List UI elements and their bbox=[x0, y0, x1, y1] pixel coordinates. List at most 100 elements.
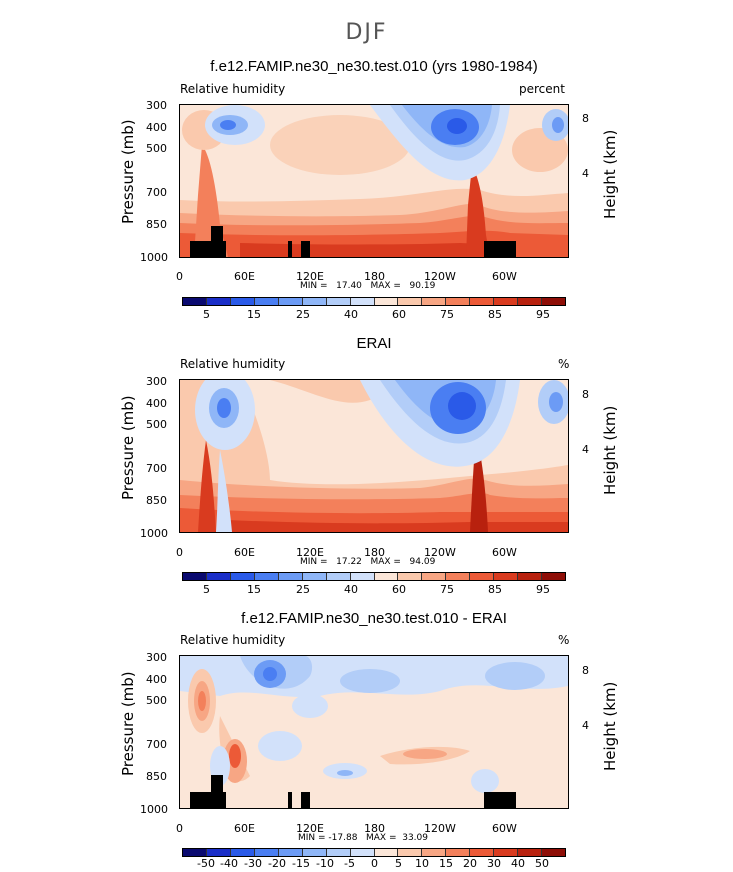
panel1-ylabel: Pressure (mb) bbox=[119, 119, 137, 224]
panel1-minmax: MIN = 17.40 MAX = 90.19 bbox=[300, 281, 436, 291]
colorbar-swatch bbox=[398, 298, 423, 305]
colorbar-swatch bbox=[374, 849, 399, 856]
panel3-ytick: 500 bbox=[146, 694, 167, 707]
panel3-xtick: 60W bbox=[492, 822, 517, 835]
colorbar-swatch bbox=[470, 849, 495, 856]
colorbar-swatch bbox=[326, 573, 351, 580]
panel2-xtick: 60E bbox=[234, 546, 255, 559]
colorbar-swatch bbox=[446, 573, 471, 580]
colorbar-swatch bbox=[254, 298, 279, 305]
colorbar-swatch bbox=[350, 849, 375, 856]
panel2-ytick: 500 bbox=[146, 418, 167, 431]
colorbar-swatch bbox=[422, 298, 447, 305]
panel2-xtick: 0 bbox=[176, 546, 183, 559]
colorbar-swatch bbox=[230, 298, 255, 305]
colorbar-swatch bbox=[374, 573, 399, 580]
panel3-colorbar-label: -10 bbox=[316, 857, 334, 870]
panel1-xtick: 180 bbox=[364, 270, 385, 283]
panel2-colorbar-label: 85 bbox=[488, 583, 502, 596]
panel2-colorbar-label: 75 bbox=[440, 583, 454, 596]
panel2-colorbar-label: 95 bbox=[536, 583, 550, 596]
colorbar-swatch bbox=[470, 298, 495, 305]
panel2-units-label: % bbox=[558, 357, 570, 371]
panel1-title: f.e12.FAMIP.ne30_ne30.test.010 (yrs 1980… bbox=[210, 58, 538, 75]
panel2-xtick: 120W bbox=[424, 546, 456, 559]
panel2-ylabel-right: Height (km) bbox=[601, 405, 619, 495]
colorbar-swatch bbox=[254, 573, 279, 580]
panel1-ytick: 700 bbox=[146, 186, 167, 199]
panel2-ytick-right: 4 bbox=[582, 443, 589, 456]
panel3-colorbar-label: 20 bbox=[463, 857, 477, 870]
panel3-colorbar-label: -50 bbox=[197, 857, 215, 870]
panel3-ytick: 1000 bbox=[140, 803, 168, 816]
panel2-ytick: 1000 bbox=[140, 527, 168, 540]
colorbar-swatch bbox=[518, 298, 543, 305]
panel3-title: f.e12.FAMIP.ne30_ne30.test.010 - ERAI bbox=[241, 610, 507, 627]
panel3-colorbar-label: 30 bbox=[487, 857, 501, 870]
colorbar-swatch bbox=[278, 849, 303, 856]
panel1-ytick-right: 8 bbox=[582, 112, 589, 125]
panel3-colorbar-label: 10 bbox=[415, 857, 429, 870]
panel3-plot-area bbox=[179, 655, 569, 809]
panel1-ytick: 1000 bbox=[140, 251, 168, 264]
panel2-ytick: 300 bbox=[146, 375, 167, 388]
panel1-ytick: 500 bbox=[146, 142, 167, 155]
panel3-ytick-right: 8 bbox=[582, 664, 589, 677]
panel3-colorbar-label: -15 bbox=[292, 857, 310, 870]
colorbar-swatch bbox=[278, 298, 303, 305]
panel3-colorbar-label: -20 bbox=[268, 857, 286, 870]
panel2-variable-label: Relative humidity bbox=[180, 357, 286, 371]
colorbar-swatch bbox=[446, 849, 471, 856]
colorbar-swatch bbox=[470, 573, 495, 580]
panel3-units-label: % bbox=[558, 633, 570, 647]
panel2-plot-area bbox=[179, 379, 569, 533]
colorbar-swatch bbox=[518, 849, 543, 856]
panel3-variable-label: Relative humidity bbox=[180, 633, 286, 647]
panel3-ytick-right: 4 bbox=[582, 719, 589, 732]
colorbar-swatch bbox=[326, 849, 351, 856]
panel2-colorbar bbox=[182, 572, 566, 581]
colorbar-swatch bbox=[206, 573, 231, 580]
panel1-xtick: 60E bbox=[234, 270, 255, 283]
colorbar-swatch bbox=[183, 573, 207, 580]
panel1-ytick-right: 4 bbox=[582, 167, 589, 180]
panel1-plot-area bbox=[179, 104, 569, 258]
panel1-colorbar-label: 15 bbox=[247, 308, 261, 321]
panel1-ytick: 850 bbox=[146, 218, 167, 231]
panel3-ylabel-right: Height (km) bbox=[601, 681, 619, 771]
colorbar-swatch bbox=[230, 849, 255, 856]
panel3-colorbar-label: 0 bbox=[371, 857, 378, 870]
panel3-ytick: 400 bbox=[146, 673, 167, 686]
colorbar-swatch bbox=[542, 298, 565, 305]
panel3-colorbar-label: 15 bbox=[439, 857, 453, 870]
panel2-ytick-right: 8 bbox=[582, 388, 589, 401]
panel3-colorbar-label: 5 bbox=[395, 857, 402, 870]
panel1-field-svg bbox=[180, 105, 568, 257]
panel2-ytick: 700 bbox=[146, 462, 167, 475]
panel2-colorbar-label: 15 bbox=[247, 583, 261, 596]
colorbar-swatch bbox=[278, 573, 303, 580]
panel1-ytick: 400 bbox=[146, 121, 167, 134]
panel3-ytick: 700 bbox=[146, 738, 167, 751]
colorbar-swatch bbox=[422, 573, 447, 580]
panel3-colorbar-label: 50 bbox=[535, 857, 549, 870]
panel1-xtick: 60W bbox=[492, 270, 517, 283]
colorbar-swatch bbox=[350, 573, 375, 580]
panel2-ylabel: Pressure (mb) bbox=[119, 395, 137, 500]
panel1-colorbar-label: 5 bbox=[203, 308, 210, 321]
panel1-colorbar-label: 95 bbox=[536, 308, 550, 321]
panel3-xtick: 120W bbox=[424, 822, 456, 835]
panel3-colorbar-label: -40 bbox=[220, 857, 238, 870]
colorbar-swatch bbox=[494, 849, 519, 856]
colorbar-swatch bbox=[542, 849, 565, 856]
colorbar-swatch bbox=[398, 573, 423, 580]
panel1-xtick: 120W bbox=[424, 270, 456, 283]
panel1-variable-label: Relative humidity bbox=[180, 82, 286, 96]
colorbar-swatch bbox=[494, 298, 519, 305]
colorbar-swatch bbox=[350, 298, 375, 305]
colorbar-swatch bbox=[374, 298, 399, 305]
panel2-xtick: 180 bbox=[364, 546, 385, 559]
colorbar-swatch bbox=[326, 298, 351, 305]
panel1-colorbar bbox=[182, 297, 566, 306]
panel3-ytick: 850 bbox=[146, 770, 167, 783]
